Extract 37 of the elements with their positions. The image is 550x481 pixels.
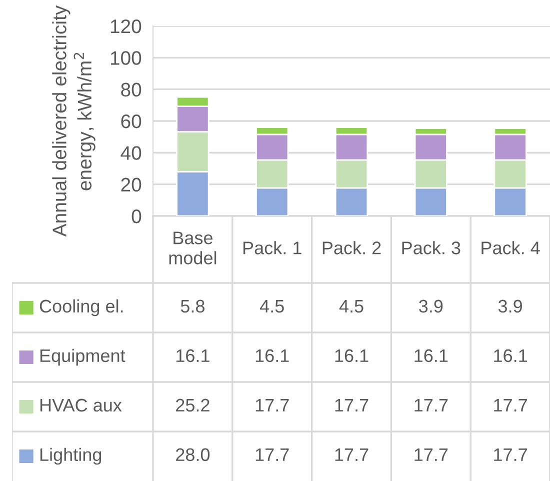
y-tick-label: 40 <box>120 146 142 160</box>
legend-label: HVAC aux <box>40 398 122 412</box>
data-label: 17.7 <box>414 398 448 412</box>
x-tick-label: Pack. 3 <box>402 241 460 254</box>
x-tick-label: Pack. 1 <box>243 241 302 254</box>
data-label: 16.1 <box>256 349 289 362</box>
data-label: 25.2 <box>176 398 210 412</box>
legend-label: Equipment <box>40 348 126 366</box>
legend-label: Cooling el. <box>40 299 123 316</box>
y-tick-label: 120 <box>110 19 142 34</box>
y-tick-label: 80 <box>121 82 142 97</box>
data-label: 16.1 <box>335 349 368 362</box>
x-tick-label: Pack. 4 <box>482 241 540 254</box>
data-label: 17.7 <box>494 448 527 461</box>
legend-label: Lighting <box>40 448 102 465</box>
data-label: 17.7 <box>335 398 368 412</box>
y-tick-label: 20 <box>121 178 142 192</box>
data-label: 16.1 <box>176 349 210 362</box>
data-label: 17.7 <box>335 448 368 461</box>
data-label: 17.7 <box>256 448 289 461</box>
y-tick-label: 0 <box>132 209 142 224</box>
y-axis-title: Annual delivered electricity energy, kWh/m$^{2}$ <box>52 5 96 237</box>
x-tick-label: Pack. 2 <box>322 241 381 254</box>
data-label: 16.1 <box>414 349 448 362</box>
y-tick-label: 60 <box>121 114 142 128</box>
data-label: 17.7 <box>494 398 527 412</box>
data-label: 3.9 <box>419 300 443 313</box>
data-label: 17.7 <box>256 398 289 412</box>
data-label: 17.7 <box>414 448 448 461</box>
data-label: 16.1 <box>494 349 527 362</box>
data-label: 4.5 <box>260 300 284 313</box>
data-label: 4.5 <box>339 300 364 313</box>
y-tick-label: 100 <box>110 51 142 65</box>
data-label: 28.0 <box>176 448 210 462</box>
data-label: 3.9 <box>498 300 522 313</box>
data-label: 5.8 <box>180 300 204 313</box>
x-tick-label: Base model <box>169 232 216 264</box>
